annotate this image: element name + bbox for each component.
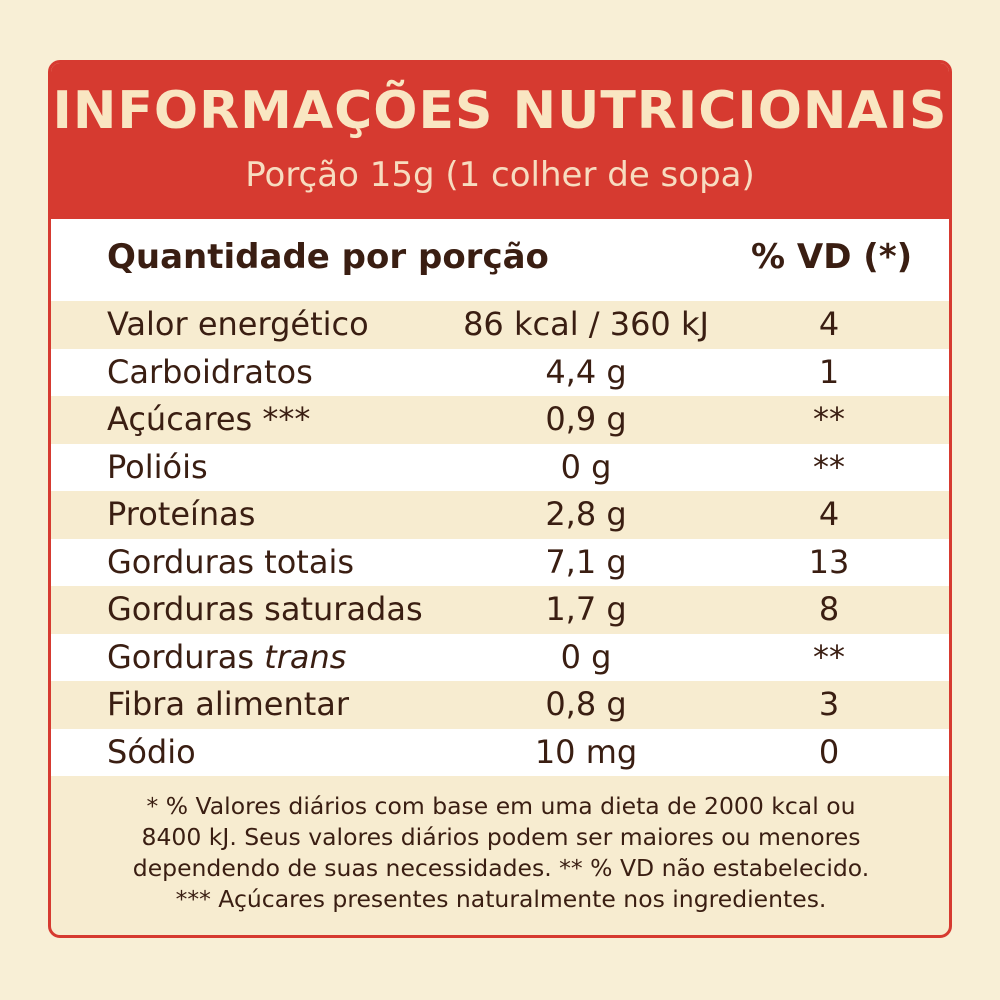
nutrient-name: Sódio	[107, 733, 196, 771]
nutrient-name-text: Sódio	[107, 732, 196, 771]
nutrient-daily-value: **	[813, 447, 845, 486]
nutrient-name: Açúcares ***	[107, 400, 310, 438]
nutrient-name: Gorduras saturadas	[107, 590, 423, 628]
nutrient-name: Carboidratos	[107, 353, 313, 391]
nutrient-daily-value: 3	[818, 685, 840, 723]
nutrient-name-text: Fibra alimentar	[107, 685, 350, 723]
nutrient-name-text: Carboidratos	[107, 352, 313, 391]
nutrient-name-text: Gorduras	[107, 637, 254, 676]
nutrient-name-text: Gorduras saturadas	[107, 590, 423, 628]
footnote-line: 8400 kJ. Seus valores diários podem ser …	[141, 823, 861, 851]
table-row: Valor energético 86 kcal / 360 kJ 4	[51, 301, 949, 349]
nutrient-daily-value: 4	[818, 495, 840, 533]
table-row: Sódio 10 mg 0	[51, 728, 949, 776]
nutrient-daily-value: 4	[818, 305, 840, 343]
nutrient-quantity: 1,7 g	[545, 590, 627, 628]
nutrient-name-text: Polióis	[107, 447, 208, 486]
label-header: INFORMAÇÕES NUTRICIONAIS Porção 15g (1 c…	[51, 63, 949, 219]
nutrient-quantity: 86 kcal / 360 kJ	[463, 305, 709, 343]
nutrient-name: Gorduras trans	[107, 638, 346, 676]
nutrient-quantity: 0 g	[560, 447, 612, 486]
nutrition-facts-label: INFORMAÇÕES NUTRICIONAIS Porção 15g (1 c…	[48, 60, 952, 938]
nutrient-name-text: Gorduras totais	[107, 542, 355, 581]
table-row: Açúcares *** 0,9 g **	[51, 396, 949, 444]
table-row: Carboidratos 4,4 g 1	[51, 348, 949, 396]
nutrient-name-text: Proteínas	[107, 495, 256, 533]
nutrient-name: Polióis	[107, 448, 208, 486]
nutrient-quantity: 0,9 g	[545, 400, 627, 438]
footnote: * % Valores diários com base em uma diet…	[71, 791, 931, 915]
nutrient-quantity: 10 mg	[534, 732, 638, 771]
column-header-quantity: Quantidade por porção	[107, 237, 549, 277]
nutrient-name: Gorduras totais	[107, 543, 354, 581]
table-row: Gorduras totais 7,1 g 13	[51, 538, 949, 586]
table-row: Proteínas 2,8 g 4	[51, 491, 949, 539]
nutrient-daily-value: 8	[818, 590, 840, 628]
label-title: INFORMAÇÕES NUTRICIONAIS	[52, 81, 948, 141]
nutrient-name-text: Valor energético	[107, 305, 369, 343]
nutrient-name-italic: trans	[264, 637, 347, 676]
nutrient-quantity: 0,8 g	[545, 685, 627, 723]
nutrient-name-text: Açúcares ***	[107, 400, 311, 438]
footnote-line: dependendo de suas necessidades. ** % VD…	[132, 854, 870, 882]
nutrient-daily-value: 0	[818, 732, 840, 771]
nutrient-quantity: 2,8 g	[545, 495, 627, 533]
nutrient-name: Fibra alimentar	[107, 685, 349, 723]
column-header-row: Quantidade por porção % VD (*)	[51, 219, 949, 301]
nutrient-daily-value: 13	[808, 542, 850, 581]
table-row: Gorduras trans 0 g **	[51, 633, 949, 681]
nutrient-name: Valor energético	[107, 305, 369, 343]
nutrient-daily-value: 1	[818, 352, 840, 391]
nutrient-quantity: 4,4 g	[545, 352, 627, 391]
footnote-line: * % Valores diários com base em uma diet…	[146, 792, 856, 820]
nutrient-quantity: 7,1 g	[545, 542, 627, 581]
serving-size: Porção 15g (1 colher de sopa)	[245, 155, 755, 195]
footnote-line: *** Açúcares presentes naturalmente nos …	[175, 885, 827, 913]
nutrient-daily-value: **	[813, 637, 845, 676]
table-row: Gorduras saturadas 1,7 g 8	[51, 586, 949, 634]
nutrient-daily-value: **	[813, 400, 845, 438]
nutrient-quantity: 0 g	[560, 637, 612, 676]
table-row: Polióis 0 g **	[51, 443, 949, 491]
nutrient-name: Proteínas	[107, 495, 255, 533]
column-header-vd: % VD (*)	[751, 237, 913, 277]
table-row: Fibra alimentar 0,8 g 3	[51, 681, 949, 729]
